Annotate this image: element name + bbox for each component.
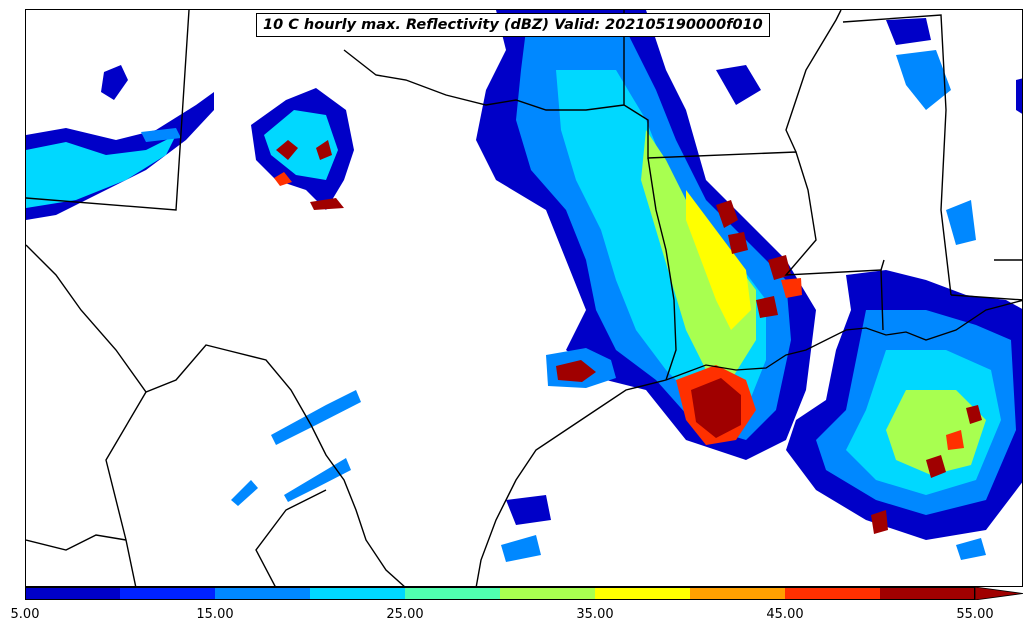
colorbar-tick-label: 15.00: [196, 607, 234, 622]
echo-south-blob3: [956, 538, 986, 560]
state-border-6: [950, 259, 1022, 301]
echo-cell-d: [756, 296, 778, 318]
echo-cell-a: [716, 200, 738, 228]
echo-ne-blob5: [946, 200, 976, 245]
louisiana-coast: [665, 299, 1022, 381]
reflectivity-field: [26, 10, 1022, 562]
colorbar-segment: [120, 587, 215, 600]
gulf-coastline: [475, 379, 667, 586]
echo-cell-e: [781, 278, 802, 298]
echo-east-cell1: [926, 455, 946, 478]
colorbar-extend-arrow: [974, 587, 1023, 600]
echo-sw-streak2: [284, 458, 351, 502]
colorbar-segment: [500, 587, 595, 600]
echo-ne-blob1: [886, 18, 931, 45]
colorbar-segment: [215, 587, 310, 600]
state-border-5: [842, 14, 952, 296]
colorbar-segment: [25, 587, 120, 600]
state-border-4: [785, 10, 885, 271]
echo-east-cell4: [946, 430, 964, 450]
echo-east-cell3: [871, 510, 888, 534]
state-border-2: [623, 10, 884, 331]
echo-central-cell1: [276, 140, 298, 160]
map-panel: [25, 9, 1023, 587]
colorbar-tick-label: 35.00: [576, 607, 614, 622]
echo-coastal-west-core: [556, 360, 596, 382]
echo-central-cell3: [310, 198, 344, 210]
echo-east-cell2: [966, 405, 982, 424]
echo-coastal-core: [691, 378, 741, 438]
colorbar-segment: [595, 587, 690, 600]
echo-nw-small: [101, 65, 128, 100]
echo-nw-small2: [141, 128, 181, 142]
colorbar-outline: [25, 587, 975, 600]
echo-nw-band-inner: [26, 135, 176, 208]
echo-ne-blob2: [896, 50, 951, 110]
mexico-state-border: [26, 391, 327, 586]
echo-central-cell4: [274, 172, 292, 186]
boundaries: [26, 10, 1022, 586]
echo-ne-blob3: [716, 65, 761, 105]
echo-sw-streak3: [231, 480, 258, 506]
colorbar-segment: [690, 587, 785, 600]
colorbar-tick-label: 55.00: [956, 607, 994, 622]
colorbar-segment: [310, 587, 405, 600]
echo-sw-streak1: [271, 390, 361, 445]
state-border-1: [26, 10, 190, 211]
echo-cell-c: [768, 255, 791, 280]
echo-east-green: [886, 390, 986, 475]
rio-grande-border: [26, 244, 405, 586]
echo-south-blob2: [501, 535, 541, 562]
echo-ne-blob4: [1016, 78, 1022, 114]
colorbar-tick-label: 5.00: [10, 607, 40, 622]
map-title: 10 C hourly max. Reflectivity (dBZ) Vali…: [256, 13, 770, 37]
colorbar-tick-label: 45.00: [766, 607, 804, 622]
colorbar-segment: [405, 587, 500, 600]
echo-cell-b: [728, 232, 748, 254]
state-border-3: [647, 157, 677, 381]
red-river-border: [343, 49, 625, 111]
colorbar-segment: [880, 587, 975, 600]
colorbar-segment: [785, 587, 880, 600]
reflectivity-map: [26, 10, 1022, 586]
echo-south-blob1: [506, 495, 551, 525]
echo-main-line-yellow: [686, 190, 751, 330]
echo-central-cell2: [316, 140, 332, 160]
echo-central-inner: [264, 110, 338, 180]
colorbar: [25, 587, 1023, 600]
colorbar-tick-label: 25.00: [386, 607, 424, 622]
